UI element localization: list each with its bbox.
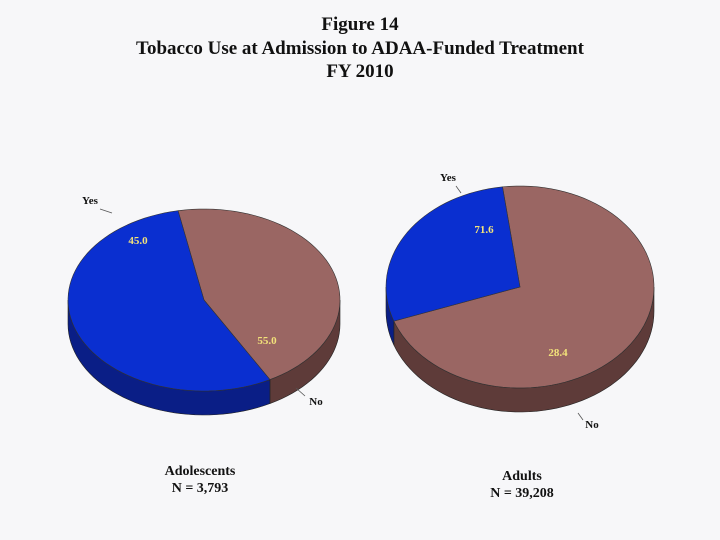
figure-number: Figure 14 [321,14,399,35]
adults-slice-no [385,186,521,322]
adults-caption: Adults N = 39,208 [452,468,592,502]
adolescents-slice-no [67,210,271,392]
adults-leader-line [455,185,462,194]
adolescents-value-label-yes: 45.0 [128,235,148,247]
adults-group-label: Adults [502,469,542,484]
adults-leader-line [577,412,584,421]
adults-slice-yes [393,185,655,389]
adolescents-group-label: Adolescents [164,464,236,479]
adolescents-leader-line [295,387,306,397]
adolescents-leader-line [99,208,113,214]
adolescents-n-label: N = 3,793 [171,481,229,496]
adults-n-label: N = 39,208 [490,486,554,501]
adults-category-label-yes: Yes [440,172,457,184]
figure-title: Tobacco Use at Admission to ADAA-Funded … [136,38,584,59]
adolescents-category-label-yes: Yes [82,195,99,207]
adults-value-label-no: 28.4 [548,347,568,359]
adolescents-value-label-no: 55.0 [257,335,277,347]
adolescents-category-label-no: No [309,396,323,408]
adolescents-caption: Adolescents N = 3,793 [130,463,270,497]
figure-subtitle: FY 2010 [326,61,394,82]
adults-value-label-yes: 71.6 [474,224,494,236]
adults-category-label-no: No [585,419,599,431]
adolescents-slice-yes [177,208,341,380]
